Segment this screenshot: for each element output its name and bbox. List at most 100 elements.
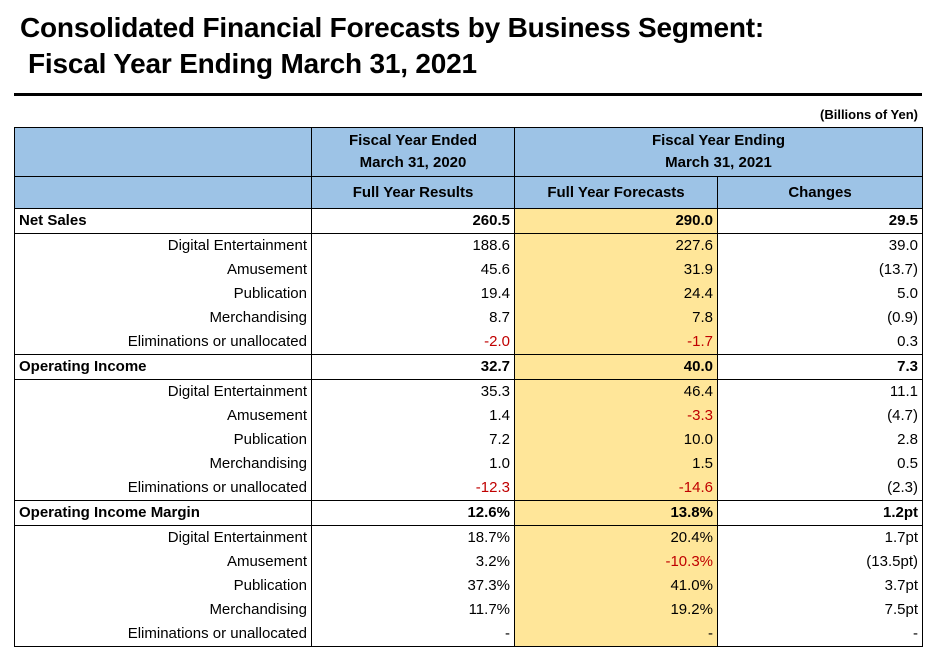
row-forecasts: -14.6 xyxy=(514,476,718,501)
row-label: Eliminations or unallocated xyxy=(14,622,312,647)
section-changes: 29.5 xyxy=(717,208,923,234)
row-forecasts: 41.0% xyxy=(514,574,718,598)
header-fy2021-line2: March 31, 2021 xyxy=(665,154,772,171)
row-label: Digital Entertainment xyxy=(14,233,312,258)
section-results: 260.5 xyxy=(311,208,515,234)
table-row: Digital Entertainment 18.7% 20.4% 1.7pt xyxy=(14,525,923,550)
row-label: Eliminations or unallocated xyxy=(14,330,312,355)
forecast-table: Fiscal Year Ended March 31, 2020 Fiscal … xyxy=(14,127,923,647)
row-forecasts: -10.3% xyxy=(514,550,718,574)
row-label: Eliminations or unallocated xyxy=(14,476,312,501)
row-changes: 0.5 xyxy=(717,452,923,476)
section-label: Operating Income Margin xyxy=(14,500,312,526)
row-results: 1.0 xyxy=(311,452,515,476)
row-results: 188.6 xyxy=(311,233,515,258)
section-forecasts: 40.0 xyxy=(514,354,718,380)
header-fy2021: Fiscal Year Ending March 31, 2021 xyxy=(514,127,923,177)
table-row: Publication 19.4 24.4 5.0 xyxy=(14,282,923,306)
header-fy2021-line1: Fiscal Year Ending xyxy=(651,132,786,149)
row-forecasts: 19.2% xyxy=(514,598,718,622)
row-changes: 5.0 xyxy=(717,282,923,306)
row-results: 11.7% xyxy=(311,598,515,622)
section-label: Operating Income xyxy=(14,354,312,380)
row-changes: 39.0 xyxy=(717,233,923,258)
header-col-results: Full Year Results xyxy=(311,176,515,209)
row-changes: 11.1 xyxy=(717,379,923,404)
title-line-2: Fiscal Year Ending March 31, 2021 xyxy=(28,48,477,79)
row-changes: (0.9) xyxy=(717,306,923,330)
header-blank-2 xyxy=(14,176,312,209)
row-forecasts: - xyxy=(514,622,718,647)
row-results: 1.4 xyxy=(311,404,515,428)
row-label: Digital Entertainment xyxy=(14,379,312,404)
section-row: Operating Income 32.7 40.0 7.3 xyxy=(14,354,923,380)
header-col-forecasts: Full Year Forecasts xyxy=(514,176,718,209)
section-results: 32.7 xyxy=(311,354,515,380)
row-changes: 3.7pt xyxy=(717,574,923,598)
row-results: 8.7 xyxy=(311,306,515,330)
header-fy2020-line2: March 31, 2020 xyxy=(359,154,467,171)
section-changes: 7.3 xyxy=(717,354,923,380)
row-results: 35.3 xyxy=(311,379,515,404)
row-label: Publication xyxy=(14,428,312,452)
row-label: Publication xyxy=(14,574,312,598)
row-changes: 2.8 xyxy=(717,428,923,452)
row-results: -2.0 xyxy=(311,330,515,355)
row-label: Merchandising xyxy=(14,306,312,330)
row-results: 18.7% xyxy=(311,525,515,550)
header-row-columns: Full Year Results Full Year Forecasts Ch… xyxy=(14,176,923,209)
row-results: 19.4 xyxy=(311,282,515,306)
row-forecasts: 10.0 xyxy=(514,428,718,452)
row-forecasts: -3.3 xyxy=(514,404,718,428)
header-blank xyxy=(14,127,312,177)
row-label: Merchandising xyxy=(14,598,312,622)
table-row: Eliminations or unallocated -2.0 -1.7 0.3 xyxy=(14,330,923,355)
row-changes: (2.3) xyxy=(717,476,923,501)
row-label: Digital Entertainment xyxy=(14,525,312,550)
table-row: Amusement 45.6 31.9 (13.7) xyxy=(14,258,923,282)
row-results: -12.3 xyxy=(311,476,515,501)
section-row: Operating Income Margin 12.6% 13.8% 1.2pt xyxy=(14,500,923,526)
row-label: Amusement xyxy=(14,258,312,282)
row-forecasts: 24.4 xyxy=(514,282,718,306)
title-line-1: Consolidated Financial Forecasts by Busi… xyxy=(20,12,765,43)
row-results: 45.6 xyxy=(311,258,515,282)
header-fy2020: Fiscal Year Ended March 31, 2020 xyxy=(311,127,515,177)
table-row: Digital Entertainment 35.3 46.4 11.1 xyxy=(14,379,923,404)
row-changes: (13.7) xyxy=(717,258,923,282)
row-results: - xyxy=(311,622,515,647)
section-label: Net Sales xyxy=(14,208,312,234)
section-row: Net Sales 260.5 290.0 29.5 xyxy=(14,208,923,234)
row-changes: 7.5pt xyxy=(717,598,923,622)
table-row: Digital Entertainment 188.6 227.6 39.0 xyxy=(14,233,923,258)
row-forecasts: 46.4 xyxy=(514,379,718,404)
row-label: Amusement xyxy=(14,550,312,574)
row-forecasts: 20.4% xyxy=(514,525,718,550)
row-changes: 1.7pt xyxy=(717,525,923,550)
row-forecasts: 31.9 xyxy=(514,258,718,282)
table-row: Eliminations or unallocated - - - xyxy=(14,622,923,647)
row-label: Merchandising xyxy=(14,452,312,476)
page-title: Consolidated Financial Forecasts by Busi… xyxy=(20,10,764,82)
row-forecasts: -1.7 xyxy=(514,330,718,355)
table-row: Merchandising 11.7% 19.2% 7.5pt xyxy=(14,598,923,622)
row-forecasts: 7.8 xyxy=(514,306,718,330)
header-col-changes: Changes xyxy=(717,176,923,209)
table-row: Amusement 1.4 -3.3 (4.7) xyxy=(14,404,923,428)
header-row-periods: Fiscal Year Ended March 31, 2020 Fiscal … xyxy=(14,127,923,177)
section-forecasts: 290.0 xyxy=(514,208,718,234)
section-forecasts: 13.8% xyxy=(514,500,718,526)
row-forecasts: 227.6 xyxy=(514,233,718,258)
row-results: 3.2% xyxy=(311,550,515,574)
title-rule xyxy=(14,93,922,96)
row-changes: - xyxy=(717,622,923,647)
row-changes: 0.3 xyxy=(717,330,923,355)
row-results: 37.3% xyxy=(311,574,515,598)
row-changes: (13.5pt) xyxy=(717,550,923,574)
units-label: (Billions of Yen) xyxy=(820,107,918,122)
row-label: Publication xyxy=(14,282,312,306)
table-row: Merchandising 1.0 1.5 0.5 xyxy=(14,452,923,476)
row-label: Amusement xyxy=(14,404,312,428)
row-results: 7.2 xyxy=(311,428,515,452)
section-results: 12.6% xyxy=(311,500,515,526)
